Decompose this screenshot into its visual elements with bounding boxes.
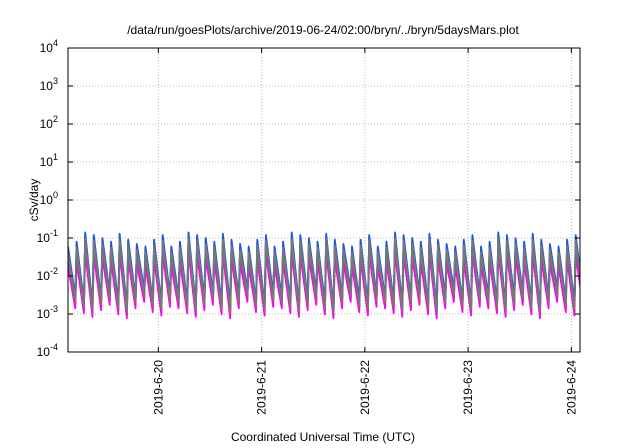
y-tick-label: 10-2 (37, 266, 58, 283)
x-axis-label: Coordinated Universal Time (UTC) (231, 430, 415, 444)
y-tick-label: 10-4 (37, 342, 58, 359)
x-tick-label: 2019-6-23 (461, 360, 475, 415)
y-tick-label: 104 (40, 38, 58, 55)
series-line (68, 237, 580, 312)
plot-series (68, 231, 580, 320)
x-tick-label: 2019-6-24 (564, 360, 578, 415)
y-tick-label: 102 (40, 114, 58, 131)
y-tick-label: 103 (40, 76, 58, 93)
y-axis-label: cSv/day (27, 179, 41, 222)
y-tick-label: 100 (40, 190, 58, 207)
x-tick-label: 2019-6-21 (255, 360, 269, 415)
y-tick-label: 101 (40, 152, 58, 169)
x-tick-label: 2019-6-22 (358, 360, 372, 415)
chart-title: /data/run/goesPlots/archive/2019-06-24/0… (127, 23, 519, 37)
y-tick-label: 10-1 (37, 228, 58, 245)
x-axis: 2019-6-20 2019-6-21 2019-6-22 2019-6-23 2019… (151, 48, 578, 415)
y-axis: 10-4 10-3 10-2 10-1 100 101 102 103 104 (37, 38, 580, 359)
x-tick-label: 2019-6-20 (151, 360, 165, 415)
y-tick-label: 10-3 (37, 304, 58, 321)
